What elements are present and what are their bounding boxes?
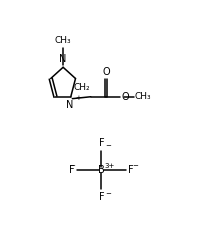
Text: O: O <box>102 67 110 77</box>
Text: +: + <box>75 95 81 101</box>
Text: N: N <box>66 100 74 110</box>
Text: CH₂: CH₂ <box>73 83 90 92</box>
Text: CH₃: CH₃ <box>55 36 71 45</box>
Text: F: F <box>99 138 104 148</box>
Text: −: − <box>69 163 75 169</box>
Text: −: − <box>105 191 111 197</box>
Text: O: O <box>122 92 129 102</box>
Text: −: − <box>132 163 138 169</box>
Text: 3+: 3+ <box>105 163 115 169</box>
Text: F: F <box>128 165 134 175</box>
Text: F: F <box>99 192 104 202</box>
Text: CH₃: CH₃ <box>134 92 151 101</box>
Text: B: B <box>98 165 105 175</box>
Text: −: − <box>105 143 111 149</box>
Text: F: F <box>69 165 75 175</box>
Text: N: N <box>59 54 67 64</box>
